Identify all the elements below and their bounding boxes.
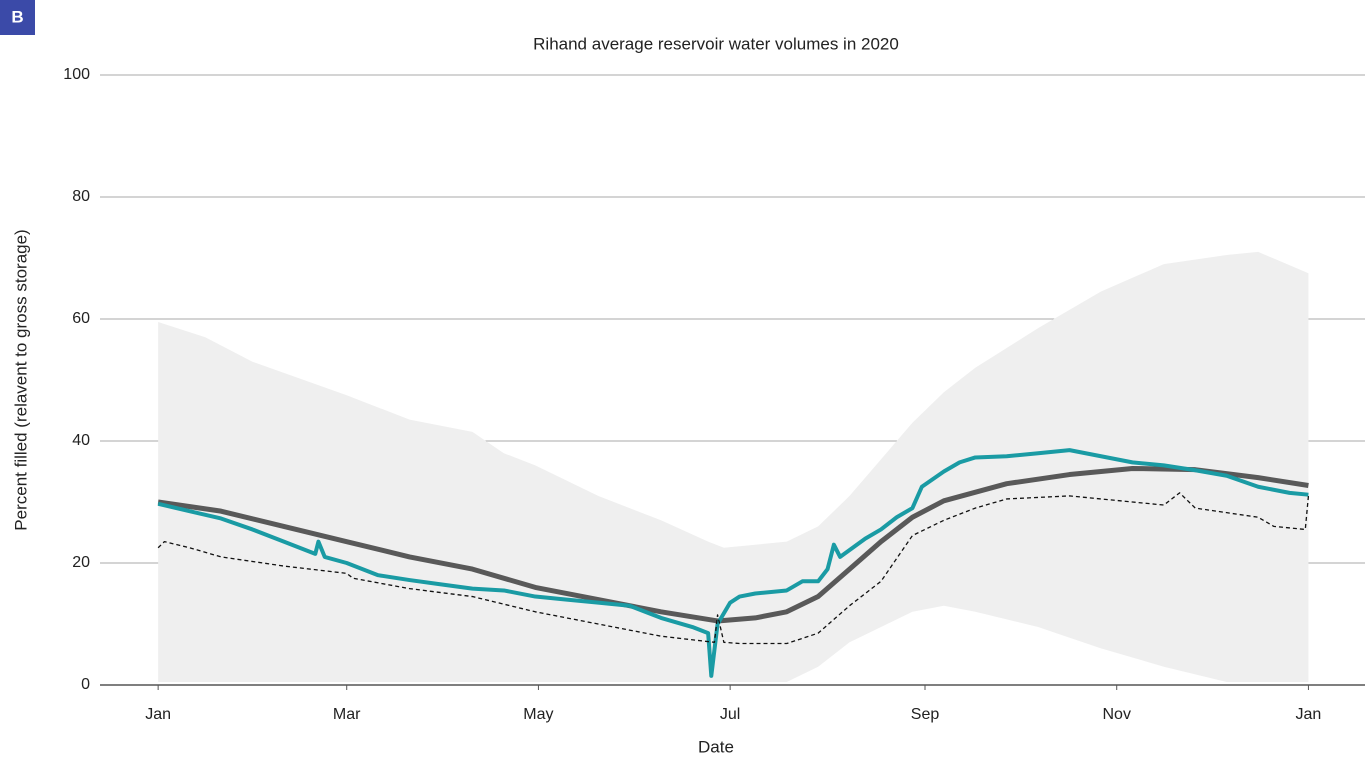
y-tick-label: 0 (81, 676, 90, 693)
chart-title: Rihand average reservoir water volumes i… (533, 34, 899, 53)
panel-badge (0, 0, 35, 35)
x-tick-label: Jan (1296, 706, 1322, 723)
series-line (157, 465, 1309, 624)
x-tick-label: Jul (720, 706, 740, 723)
range-band (158, 251, 1309, 682)
x-axis-label: Date (698, 737, 734, 756)
x-tick-label: Nov (1102, 706, 1130, 723)
y-axis-label: Percent filled (relavent to gross storag… (11, 229, 30, 530)
y-tick-label: 20 (72, 554, 90, 571)
y-tick-label: 40 (72, 432, 90, 449)
y-tick-label: 80 (72, 188, 90, 205)
panel-label: B (11, 7, 23, 26)
x-tick-label: May (523, 706, 553, 723)
x-tick-label: Mar (333, 706, 361, 723)
y-tick-label: 60 (72, 310, 90, 327)
y-tick-label: 100 (63, 66, 90, 83)
x-tick-label: Sep (911, 706, 940, 723)
series-line (157, 492, 1310, 645)
series-line (157, 448, 1309, 678)
x-tick-label: Jan (145, 706, 171, 723)
